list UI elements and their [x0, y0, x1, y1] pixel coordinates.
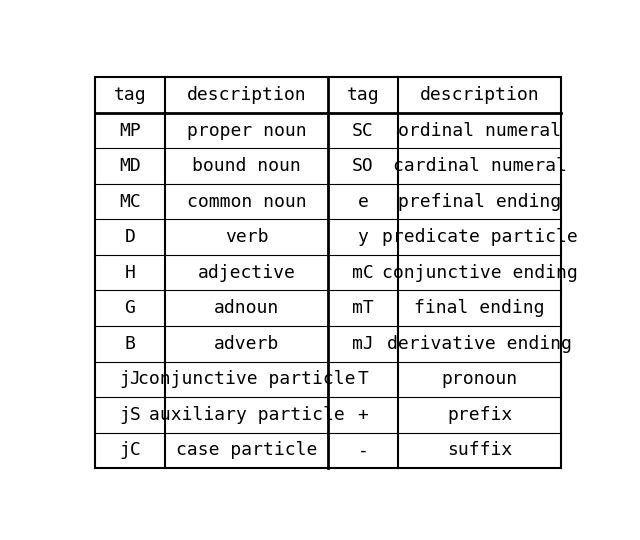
Text: SO: SO — [352, 157, 374, 175]
Text: mT: mT — [352, 299, 374, 317]
Text: T: T — [358, 370, 369, 388]
Text: mJ: mJ — [352, 335, 374, 353]
Text: jS: jS — [119, 406, 141, 424]
Text: description: description — [187, 86, 306, 104]
Text: conjunctive ending: conjunctive ending — [381, 264, 577, 282]
Text: MD: MD — [119, 157, 141, 175]
Text: SC: SC — [352, 122, 374, 139]
Text: +: + — [358, 406, 369, 424]
Text: cardinal numeral: cardinal numeral — [392, 157, 566, 175]
Text: final ending: final ending — [414, 299, 545, 317]
Text: e: e — [358, 193, 369, 211]
Text: derivative ending: derivative ending — [387, 335, 572, 353]
Text: -: - — [358, 441, 369, 460]
Text: mC: mC — [352, 264, 374, 282]
Text: adjective: adjective — [198, 264, 295, 282]
Text: proper noun: proper noun — [187, 122, 306, 139]
Text: prefinal ending: prefinal ending — [398, 193, 561, 211]
Text: conjunctive particle: conjunctive particle — [138, 370, 355, 388]
Text: description: description — [420, 86, 540, 104]
Text: jJ: jJ — [119, 370, 141, 388]
Text: H: H — [124, 264, 135, 282]
Text: auxiliary particle: auxiliary particle — [148, 406, 344, 424]
Text: verb: verb — [225, 228, 268, 246]
Text: G: G — [124, 299, 135, 317]
Text: prefix: prefix — [447, 406, 512, 424]
Text: jC: jC — [119, 441, 141, 460]
Text: tag: tag — [113, 86, 146, 104]
Text: D: D — [124, 228, 135, 246]
Text: pronoun: pronoun — [442, 370, 518, 388]
Text: tag: tag — [347, 86, 380, 104]
Text: bound noun: bound noun — [192, 157, 301, 175]
Text: predicate particle: predicate particle — [381, 228, 577, 246]
Text: ordinal numeral: ordinal numeral — [398, 122, 561, 139]
Text: suffix: suffix — [447, 441, 512, 460]
Text: y: y — [358, 228, 369, 246]
Text: case particle: case particle — [176, 441, 317, 460]
Text: MC: MC — [119, 193, 141, 211]
Text: adverb: adverb — [214, 335, 279, 353]
Text: MP: MP — [119, 122, 141, 139]
Text: adnoun: adnoun — [214, 299, 279, 317]
Text: common noun: common noun — [187, 193, 306, 211]
Text: B: B — [124, 335, 135, 353]
